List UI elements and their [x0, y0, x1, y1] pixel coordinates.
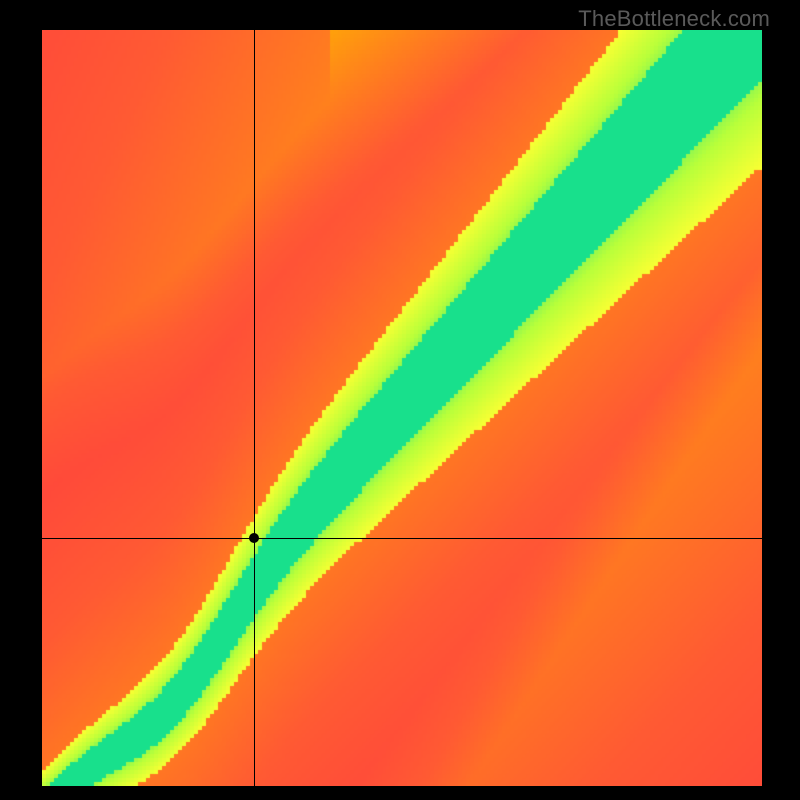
plot-area — [42, 30, 762, 786]
figure-container: TheBottleneck.com — [0, 0, 800, 800]
watermark-text: TheBottleneck.com — [578, 6, 770, 32]
heatmap-canvas-wrap — [42, 30, 762, 786]
heatmap-canvas — [42, 30, 762, 786]
